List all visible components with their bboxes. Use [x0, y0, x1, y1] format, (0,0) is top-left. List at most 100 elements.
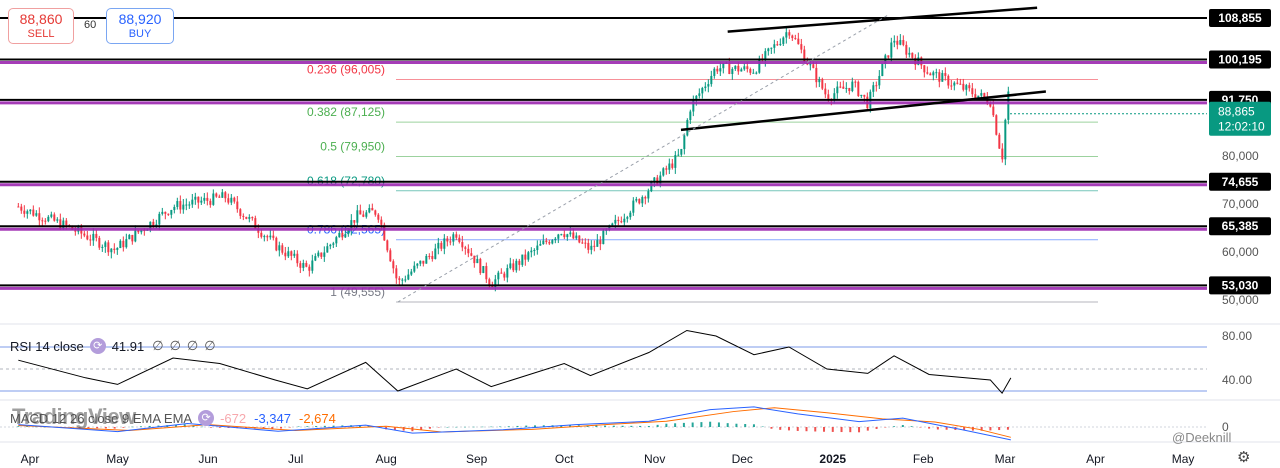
refresh-icon[interactable]: ⟳: [89, 338, 106, 354]
macd-hist-bar: [849, 427, 852, 433]
candle-body: [677, 154, 680, 156]
buy-button[interactable]: 88,920 BUY: [106, 8, 174, 44]
candle-body: [188, 204, 191, 206]
candle-body: [59, 219, 62, 229]
price-level-tag: [1209, 217, 1271, 236]
candle-body: [440, 242, 443, 249]
macd-hist-bar: [472, 426, 475, 428]
candle-body: [530, 250, 533, 253]
candle-body: [836, 86, 839, 94]
candle-body: [635, 199, 638, 201]
candle-body: [695, 95, 698, 101]
candle-body: [833, 93, 836, 100]
refresh-icon[interactable]: ⟳: [198, 410, 215, 426]
candle-body: [26, 211, 29, 214]
candle-body: [569, 232, 572, 235]
current-price-tag: [1209, 101, 1271, 136]
candle-body: [590, 245, 593, 250]
fib-level-label: 0.382 (87,125): [307, 105, 385, 119]
candle-body: [266, 236, 269, 238]
macd-hist-bar: [262, 427, 265, 429]
macd-hist-bar: [306, 426, 309, 427]
candle-body: [215, 193, 218, 197]
sell-button[interactable]: 88,860 SELL: [8, 8, 74, 44]
candle-body: [419, 260, 422, 264]
macd-hist-bar: [174, 424, 177, 427]
candle-body: [623, 218, 626, 223]
candle-body: [353, 220, 356, 223]
candle-body: [641, 197, 644, 204]
fib-level-label: 0.236 (96,005): [307, 63, 385, 77]
candle-body: [20, 206, 23, 211]
rsi-tick-label: 80.00: [1222, 329, 1252, 343]
rsi-placeholder: ∅: [169, 338, 181, 353]
candle-body: [167, 213, 170, 215]
candle-body: [875, 85, 878, 87]
candle-body: [551, 240, 554, 244]
candle-body: [734, 65, 737, 69]
candle-body: [785, 32, 788, 38]
candle-body: [44, 220, 47, 222]
candle-body: [578, 235, 581, 243]
macd-hist-bar: [752, 424, 755, 427]
candle-body: [989, 103, 992, 107]
candle-body: [668, 163, 671, 170]
candle-body: [161, 211, 164, 214]
candle-body: [839, 86, 842, 88]
candle-body: [233, 197, 236, 202]
rsi-legend[interactable]: RSI 14 close ⟳ 41.91 ∅ ∅ ∅ ∅: [10, 338, 216, 354]
candle-body: [38, 213, 41, 221]
gear-icon[interactable]: ⚙: [1237, 449, 1251, 466]
candle-body: [908, 52, 911, 55]
macd-hist-bar: [498, 426, 501, 428]
candle-body: [62, 220, 65, 229]
candle-body: [992, 106, 995, 116]
macd-hist-bar: [534, 425, 537, 427]
macd-hist-bar: [516, 425, 519, 427]
candle-body: [563, 234, 566, 238]
candle-body: [191, 199, 194, 205]
candle-body: [812, 64, 815, 68]
macd-hist-bar: [674, 423, 677, 427]
candle-body: [701, 88, 704, 94]
fib-level-label: 0.5 (79,950): [320, 139, 385, 153]
candle-body: [881, 63, 884, 76]
price-level-label: 65,385: [1222, 219, 1259, 233]
candle-body: [245, 216, 248, 219]
candle-body: [515, 260, 518, 271]
candle-body: [980, 93, 983, 96]
candle-body: [617, 219, 620, 222]
candle-body: [164, 211, 167, 214]
candle-body: [281, 245, 284, 253]
candle-body: [650, 181, 653, 192]
macd-hist-bar: [639, 425, 642, 427]
candle-body: [299, 263, 302, 268]
candle-body: [683, 135, 686, 150]
candle-body: [863, 94, 866, 97]
candle-body: [413, 265, 416, 272]
macd-legend[interactable]: MACD 12 26 close 9 EMA EMA ⟳ -672 -3,347…: [10, 410, 336, 426]
macd-hist-bar: [604, 425, 607, 427]
candle-body: [275, 237, 278, 251]
candle-body: [662, 168, 665, 176]
macd-hist-bar: [621, 425, 624, 427]
candle-body: [626, 217, 629, 219]
price-level-tag: [1209, 50, 1271, 69]
rsi-legend-label: RSI 14 close: [10, 338, 84, 354]
rsi-placeholder: ∅: [204, 338, 216, 353]
candle-body: [722, 63, 725, 69]
rsi-tick-label: 40.00: [1222, 373, 1252, 387]
candle-body: [899, 40, 902, 45]
candle-body: [116, 247, 119, 250]
candle-body: [854, 81, 857, 83]
candle-body: [974, 94, 977, 99]
candle-body: [305, 262, 308, 267]
macd-hist-bar: [218, 427, 221, 428]
candle-body: [755, 72, 758, 74]
candle-body: [53, 214, 56, 221]
candle-body: [272, 235, 275, 238]
candle-body: [938, 72, 941, 82]
candles: [17, 26, 1010, 292]
y-tick-label: 70,000: [1222, 197, 1259, 211]
